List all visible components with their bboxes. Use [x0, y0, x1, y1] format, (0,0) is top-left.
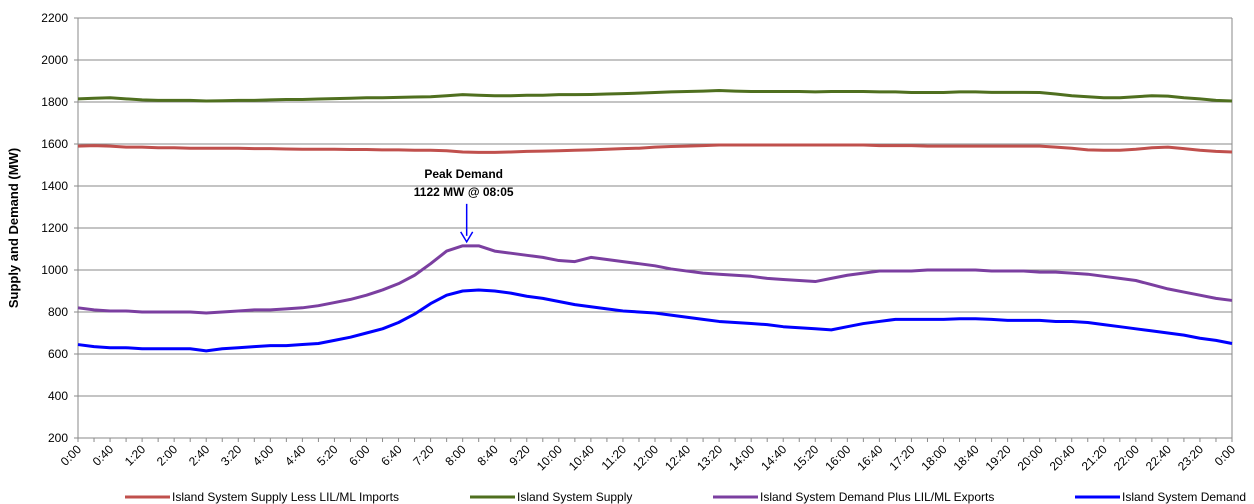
x-tick-label: 0:00 [58, 442, 85, 469]
legend-label: Island System Supply [517, 490, 632, 504]
y-tick-label: 2000 [41, 53, 68, 67]
annotation-arrowhead [460, 231, 474, 244]
x-tick-label: 20:00 [1015, 442, 1046, 473]
x-tick-label: 17:20 [886, 442, 917, 473]
x-tick-label: 18:00 [918, 442, 949, 473]
x-tick-label: 8:40 [474, 442, 501, 469]
x-tick-label: 15:20 [790, 442, 821, 473]
x-tick-label: 1:20 [122, 442, 149, 469]
x-tick-label: 10:40 [566, 442, 597, 473]
y-tick-label: 1000 [41, 263, 68, 277]
x-tick-label: 13:20 [694, 442, 725, 473]
x-tick-label: 20:40 [1047, 442, 1078, 473]
y-tick-label: 800 [48, 305, 68, 319]
x-tick-label: 3:20 [218, 442, 245, 469]
series-line [77, 143, 1233, 154]
y-tick-label: 200 [48, 431, 68, 445]
legend-label: Island System Demand Plus LIL/ML Exports [760, 490, 994, 504]
x-tick-label: 22:00 [1111, 442, 1142, 473]
x-tick-label: 12:00 [630, 442, 661, 473]
y-tick-label: 1200 [41, 221, 68, 235]
x-tick-label: 10:00 [534, 442, 565, 473]
x-tick-label: 6:00 [346, 442, 373, 469]
x-tick-label: 2:00 [154, 442, 181, 469]
x-tick-label: 4:00 [250, 442, 277, 469]
x-tick-label: 23:20 [1175, 442, 1206, 473]
x-tick-label: 16:40 [854, 442, 885, 473]
x-tick-label: 8:00 [442, 442, 469, 469]
x-tick-label: 14:00 [726, 442, 757, 473]
x-tick-label: 18:40 [951, 442, 982, 473]
x-tick-label: 6:40 [378, 442, 405, 469]
y-tick-label: 1800 [41, 95, 68, 109]
x-tick-label: 5:20 [314, 442, 341, 469]
annotation-text: 1122 MW @ 08:05 [414, 185, 514, 199]
x-tick-label: 12:40 [662, 442, 693, 473]
legend-label: Island System Demand [1122, 490, 1246, 504]
x-tick-label: 11:20 [599, 442, 630, 473]
x-tick-label: 16:00 [822, 442, 853, 473]
series-line [77, 288, 1233, 353]
x-tick-label: 22:40 [1143, 442, 1174, 473]
x-tick-label: 9:20 [506, 442, 533, 469]
y-tick-label: 2200 [41, 11, 68, 25]
x-tick-label: 0:00 [1212, 442, 1239, 469]
y-tick-label: 600 [48, 347, 68, 361]
x-tick-label: 21:20 [1079, 442, 1110, 473]
legend-label: Island System Supply Less LIL/ML Imports [172, 490, 399, 504]
x-tick-label: 7:20 [410, 442, 437, 469]
y-axis-title: Supply and Demand (MW) [6, 148, 21, 308]
annotation-title: Peak Demand [424, 167, 503, 181]
x-tick-label: 2:40 [186, 442, 213, 469]
y-tick-label: 1400 [41, 179, 68, 193]
series-line [77, 88, 1233, 103]
y-tick-label: 1600 [41, 137, 68, 151]
series-line [77, 244, 1233, 315]
y-tick-label: 400 [48, 389, 68, 403]
x-tick-label: 19:20 [983, 442, 1014, 473]
x-tick-label: 14:40 [758, 442, 789, 473]
x-tick-label: 4:40 [282, 442, 309, 469]
x-tick-label: 0:40 [90, 442, 117, 469]
